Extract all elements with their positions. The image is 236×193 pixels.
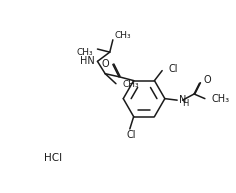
Text: CH₃: CH₃ [212, 94, 230, 104]
Text: CH₃: CH₃ [77, 48, 94, 57]
Text: HCl: HCl [44, 153, 62, 163]
Text: Cl: Cl [126, 130, 136, 140]
Text: O: O [101, 59, 109, 69]
Text: N: N [179, 95, 187, 105]
Text: HN: HN [80, 56, 94, 66]
Text: H: H [183, 99, 189, 108]
Text: O: O [203, 75, 211, 85]
Text: Cl: Cl [168, 64, 178, 74]
Text: CH₃: CH₃ [123, 80, 139, 89]
Text: CH₃: CH₃ [114, 31, 131, 40]
